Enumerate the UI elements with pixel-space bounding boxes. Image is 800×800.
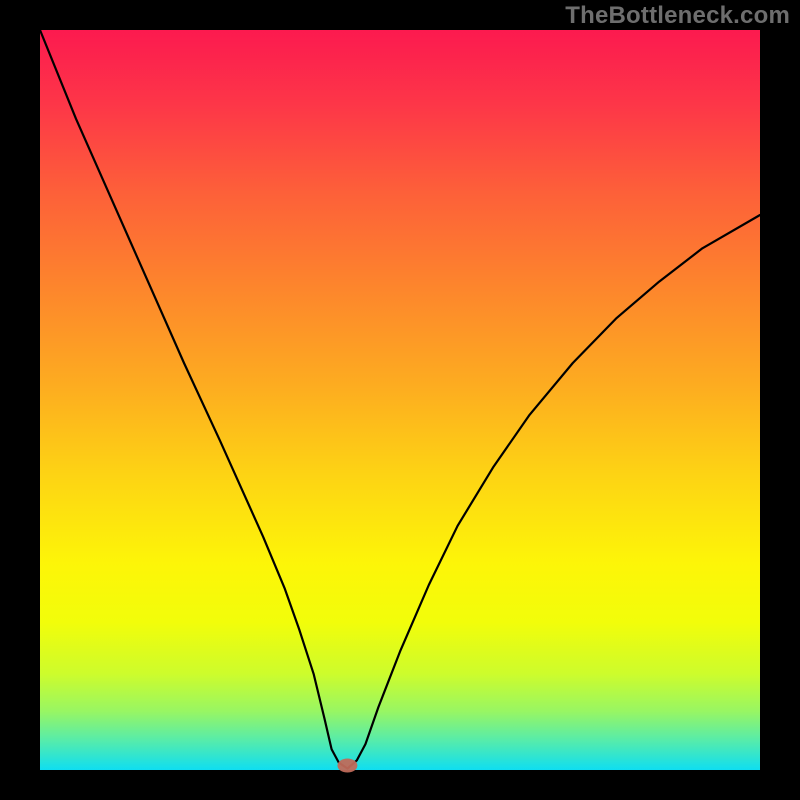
plot-background <box>40 30 760 770</box>
chart-stage: TheBottleneck.com <box>0 0 800 800</box>
bottleneck-chart <box>0 0 800 800</box>
watermark-text: TheBottleneck.com <box>565 2 790 30</box>
optimal-point-marker <box>337 759 357 773</box>
